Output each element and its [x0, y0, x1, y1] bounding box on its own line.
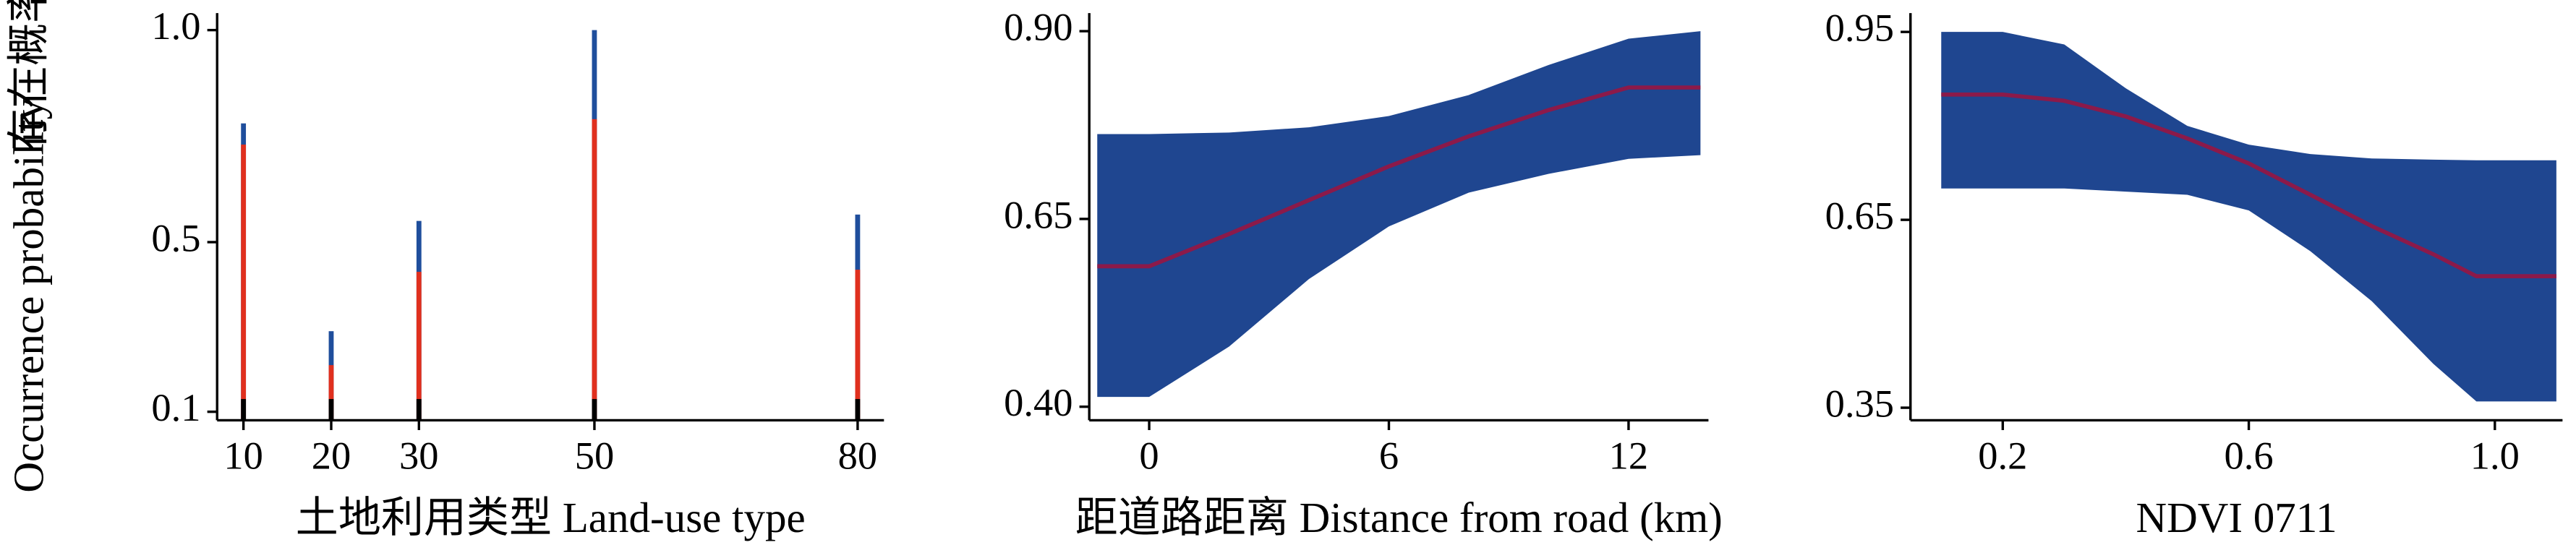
x-tick-label: 0: [1139, 433, 1159, 477]
bar: [855, 270, 861, 421]
x-tick-label: 12: [1609, 433, 1649, 477]
bar: [328, 365, 334, 421]
y-tick-label: 0.35: [1825, 382, 1894, 426]
y-tick-label: 0.5: [151, 215, 200, 259]
bar: [241, 399, 247, 421]
mean-line: [1941, 92, 2556, 278]
x-tick-label: 1.0: [2470, 433, 2520, 477]
bar: [855, 399, 861, 421]
y-tick-label: 0.65: [1825, 194, 1894, 238]
x-axis-label: NDVI 0711: [2136, 494, 2337, 541]
x-tick-label: 80: [838, 433, 878, 477]
x-tick-label: 0.6: [2225, 433, 2274, 477]
y-tick-label: 1.0: [151, 4, 200, 48]
x-tick-label: 20: [312, 433, 351, 477]
y-tick-label: 0.1: [151, 385, 200, 429]
y-tick-label: 0.90: [1004, 5, 1072, 49]
bar: [328, 399, 334, 421]
confidence-band: [1941, 32, 2556, 402]
y-tick-label: 0.40: [1004, 380, 1072, 424]
x-tick-label: 0.2: [1978, 433, 2027, 477]
bar: [416, 399, 422, 421]
mean-line: [1097, 85, 1701, 269]
y-tick-label: 0.95: [1825, 6, 1894, 50]
y-axis-label: Occurrence probability: [4, 98, 52, 492]
x-axis-label: 距道路距离 Distance from road (km): [1075, 494, 1723, 541]
x-tick-label: 50: [575, 433, 615, 477]
y-tick-label: 0.65: [1004, 192, 1072, 236]
x-tick-label: 30: [399, 433, 439, 477]
confidence-band: [1097, 31, 1701, 398]
bar: [592, 119, 597, 421]
bar: [592, 399, 597, 421]
x-tick-label: 6: [1379, 433, 1399, 477]
x-tick-label: 10: [223, 433, 263, 477]
y-axis-label: 存在概率: [4, 0, 52, 151]
bar: [241, 145, 247, 421]
bar: [416, 272, 422, 421]
x-axis-label: 土地利用类型 Land-use type: [296, 494, 806, 541]
